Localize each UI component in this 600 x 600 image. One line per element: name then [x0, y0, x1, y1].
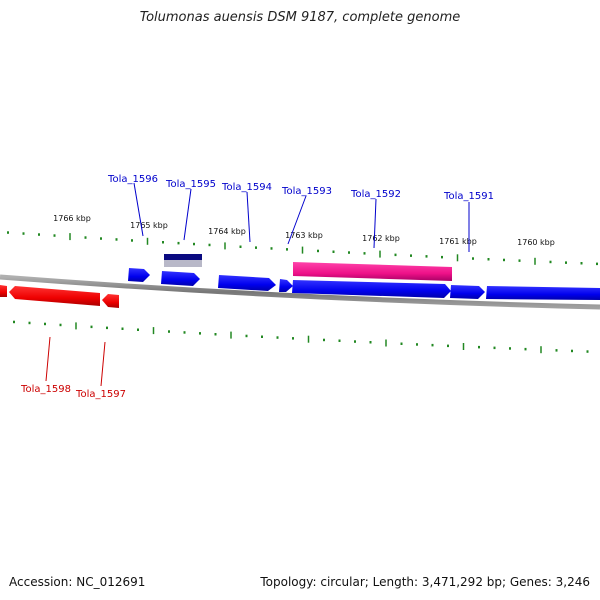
- scale-ticks-upper: [7, 231, 598, 266]
- gene-tola-1593-small[interactable]: [279, 279, 293, 292]
- gene-tola-1594[interactable]: [218, 275, 276, 291]
- label-tola-1591[interactable]: Tola_1591: [443, 191, 494, 202]
- reverse-strand-genes: [0, 285, 119, 308]
- highlight-gene-1593[interactable]: [293, 262, 452, 281]
- gene-tola-1598[interactable]: [9, 286, 100, 306]
- forward-gene-labels: Tola_1596 Tola_1595 Tola_1594 Tola_1593 …: [107, 174, 494, 252]
- map-title: Tolumonas auensis DSM 9187, complete gen…: [139, 10, 461, 25]
- label-tola-1592[interactable]: Tola_1592: [350, 189, 401, 200]
- accession-text: Accession: NC_012691: [9, 575, 146, 589]
- rna-gene-1595[interactable]: [164, 254, 202, 260]
- genome-summary-text: Topology: circular; Length: 3,471,292 bp…: [260, 575, 590, 589]
- label-tola-1598[interactable]: Tola_1598: [20, 384, 71, 395]
- rna-gene-1595-shadow: [164, 260, 202, 267]
- scale-label-1760: 1760 kbp: [517, 238, 555, 247]
- gene-tola-1592[interactable]: [292, 280, 451, 298]
- feature-genes: [164, 254, 452, 281]
- gene-tola-1597[interactable]: [102, 294, 119, 308]
- label-tola-1595[interactable]: Tola_1595: [165, 179, 216, 190]
- label-tola-1596[interactable]: Tola_1596: [107, 174, 158, 185]
- gene-tola-1596[interactable]: [128, 268, 150, 282]
- scale-label-1762: 1762 kbp: [362, 234, 400, 243]
- label-tola-1594[interactable]: Tola_1594: [221, 182, 272, 193]
- scale-labels: 1766 kbp 1765 kbp 1764 kbp 1763 kbp 1762…: [53, 214, 555, 247]
- label-tola-1597[interactable]: Tola_1597: [75, 389, 126, 400]
- scale-label-1763: 1763 kbp: [285, 231, 323, 240]
- genome-backbone: [0, 274, 600, 310]
- gene-after-1591[interactable]: [486, 286, 600, 300]
- gene-tola-1595[interactable]: [161, 271, 200, 286]
- gene-left-edge[interactable]: [0, 285, 7, 297]
- scale-ticks-lower: [13, 320, 589, 354]
- label-tola-1593[interactable]: Tola_1593: [281, 186, 332, 197]
- forward-strand-genes: [128, 268, 600, 300]
- scale-label-1761: 1761 kbp: [439, 237, 477, 246]
- reverse-gene-labels: Tola_1598 Tola_1597: [20, 336, 126, 400]
- scale-label-1765: 1765 kbp: [130, 221, 168, 230]
- scale-label-1764: 1764 kbp: [208, 227, 246, 236]
- scale-label-1766: 1766 kbp: [53, 214, 91, 223]
- gene-tola-1591[interactable]: [450, 285, 485, 299]
